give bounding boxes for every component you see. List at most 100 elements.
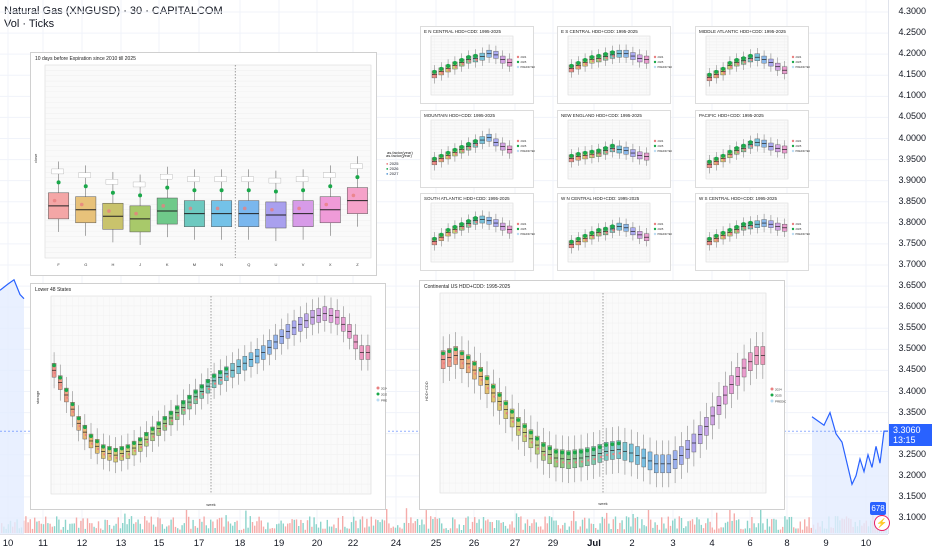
point-2025 xyxy=(113,448,118,453)
volume-bar xyxy=(575,521,577,533)
value-tag xyxy=(241,176,254,182)
volume-bar xyxy=(27,522,29,533)
volume-bar xyxy=(595,528,597,533)
volume-bar xyxy=(713,529,716,533)
point-2024 xyxy=(475,220,478,224)
point-2025 xyxy=(439,153,444,158)
volume-bar xyxy=(170,519,172,533)
volume-bar xyxy=(718,528,720,533)
volume-bar xyxy=(581,519,584,533)
legend-marker xyxy=(791,149,795,153)
price-tick-label: 4.2000 xyxy=(898,48,926,59)
volume-bar xyxy=(513,527,515,533)
point-2024 xyxy=(183,409,186,412)
volume-bar xyxy=(269,528,271,533)
legend-marker xyxy=(376,398,380,402)
point-2024 xyxy=(486,387,490,390)
volume-bar xyxy=(284,526,287,533)
time-tick-label: 3 xyxy=(670,538,676,549)
volume-bar xyxy=(619,522,621,533)
volume-bar xyxy=(687,521,689,533)
point-2025 xyxy=(432,69,437,74)
volume-bar xyxy=(146,520,148,533)
volume-bar xyxy=(493,528,496,533)
point-2024 xyxy=(605,453,609,457)
volume-bar xyxy=(546,523,548,533)
point-2024 xyxy=(511,420,515,423)
expiration-legend-title: as.factor(year) xyxy=(387,150,413,155)
point-2026 xyxy=(56,180,61,185)
volume-bar xyxy=(537,526,540,533)
point-2024 xyxy=(480,378,483,382)
time-axis[interactable]: 10 11 12 13 15 17 18 19 20 22 24 25 26 27 29 Jul 2 3 4 6 8 9 1… xyxy=(0,534,888,550)
point-2024 xyxy=(447,155,451,159)
volume-bar xyxy=(641,519,643,533)
point-2025 xyxy=(741,222,746,227)
point-2025 xyxy=(242,206,247,211)
legend-label: PREDICTED xyxy=(381,399,387,403)
volume-bar xyxy=(394,527,397,533)
price-tick-label: 4.0000 xyxy=(898,132,926,143)
legend-marker xyxy=(653,60,657,64)
point-2024 xyxy=(568,462,571,465)
point-2025 xyxy=(741,143,746,148)
volume-bar xyxy=(522,529,524,533)
volume-bar xyxy=(438,518,441,533)
point-2026 xyxy=(355,175,360,180)
continental-panel: Continental US HDD+CDD: 1995-2025 HDD+CD… xyxy=(419,280,786,510)
exp-legend-item: 2025 xyxy=(389,161,399,166)
volume-bar xyxy=(126,524,128,533)
volume-bar xyxy=(436,518,438,533)
point-2025 xyxy=(432,156,437,161)
regional-panel: NEW ENGLAND HDD+CDD: 1995-2025 2024 2025 PR… xyxy=(557,110,672,188)
volume-bar xyxy=(577,529,579,533)
volume-bar xyxy=(289,523,291,533)
point-2026 xyxy=(192,188,197,193)
volume-bar xyxy=(342,516,344,533)
legend-marker xyxy=(653,65,657,69)
x-tick-label: X xyxy=(329,262,332,267)
volume-bar xyxy=(258,516,260,533)
volume-bar xyxy=(53,526,56,533)
legend-label: 2025 xyxy=(658,60,664,64)
point-2024 xyxy=(574,461,577,464)
volume-bar xyxy=(788,517,790,533)
volume-bar xyxy=(742,529,744,533)
volume-bar xyxy=(221,517,223,533)
volume-bar xyxy=(656,524,658,533)
point-2024 xyxy=(189,403,192,406)
volume-bar xyxy=(645,526,647,533)
price-tick-label: 3.8000 xyxy=(898,216,926,227)
volume-bar xyxy=(672,520,674,533)
volume-bar xyxy=(729,508,731,533)
volume-bar xyxy=(56,516,58,533)
volume-bar xyxy=(232,525,234,533)
volume-bar xyxy=(381,519,383,533)
volume-bar xyxy=(460,530,463,533)
expiration-legend: as.factor(year) ● 2025 ● 2026 ● 2027 xyxy=(386,153,416,193)
volume-bar xyxy=(135,522,137,533)
legend-label: 2024 xyxy=(521,139,527,143)
price-axis[interactable]: 4.3000 4.2500 4.2000 4.1500 4.1000 4.0500 4.00… xyxy=(888,0,932,534)
price-tick-label: 3.4000 xyxy=(898,385,926,396)
legend-label: 2024 xyxy=(658,55,664,59)
volume-bar xyxy=(36,521,38,533)
point-2025 xyxy=(485,376,489,381)
point-2025 xyxy=(522,424,527,429)
point-2024 xyxy=(736,229,740,233)
volume-bar xyxy=(254,525,256,533)
point-2024 xyxy=(750,225,753,229)
volume-indicator-label[interactable]: Vol · Ticks xyxy=(4,18,55,30)
volume-bar xyxy=(366,518,368,533)
volume-bar xyxy=(716,512,718,533)
regional-panel-title: E N CENTRAL HDD+CDD: 1995-2025 xyxy=(424,29,501,34)
point-2024 xyxy=(60,384,63,387)
volume-bar xyxy=(773,518,775,533)
point-2025 xyxy=(215,206,220,211)
volume-bar xyxy=(515,513,518,533)
point-2025 xyxy=(324,202,329,207)
lightning-icon[interactable]: ⚡ xyxy=(874,515,890,531)
point-2025 xyxy=(58,375,63,380)
volume-bar xyxy=(188,516,190,533)
